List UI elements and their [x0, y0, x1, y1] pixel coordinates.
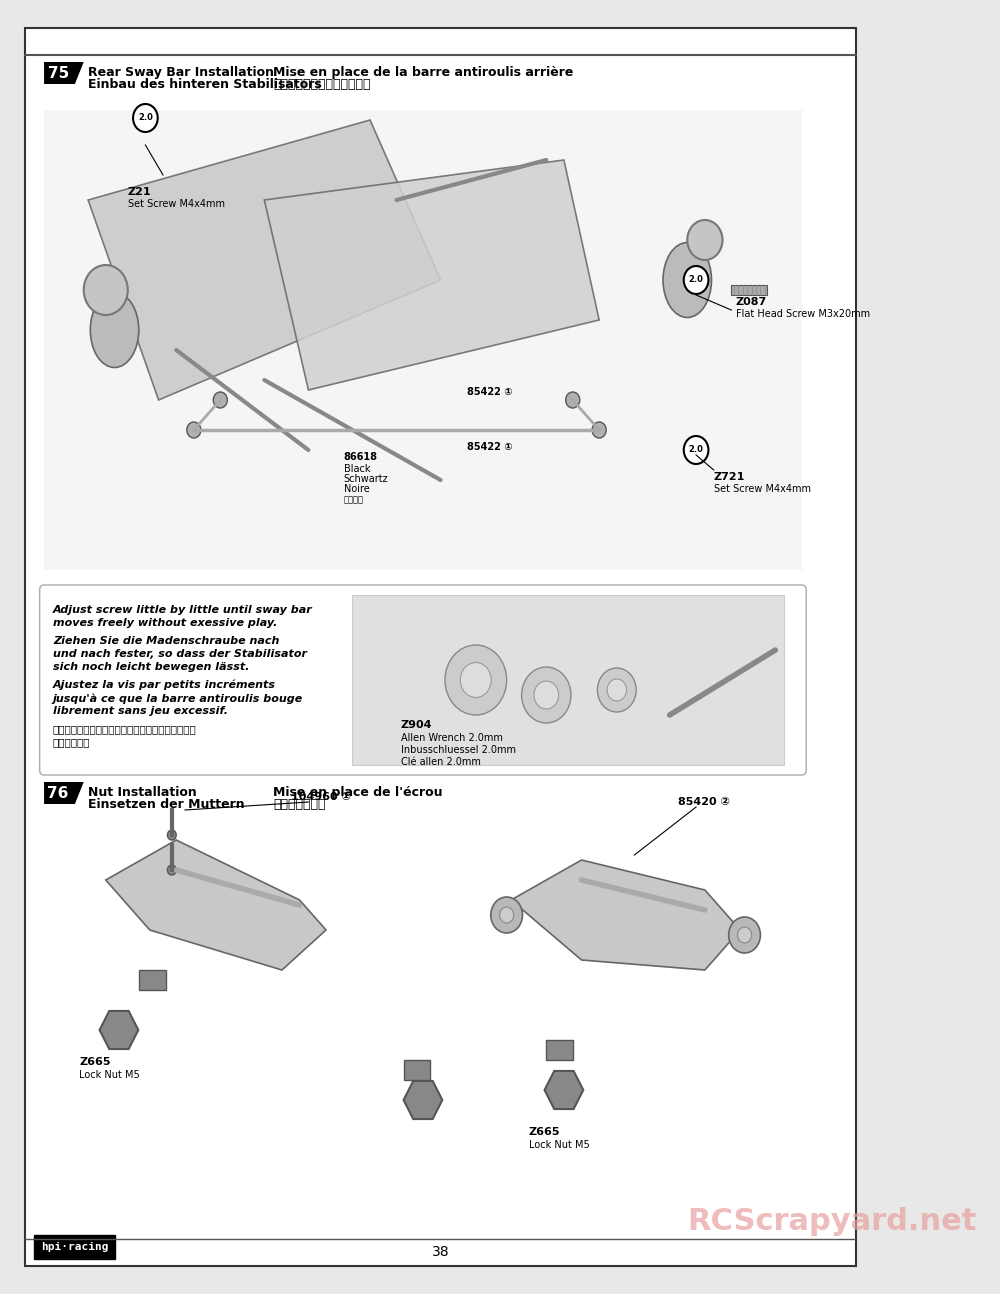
Text: Rear Sway Bar Installation: Rear Sway Bar Installation: [88, 66, 274, 79]
Text: ナットの取付け: ナットの取付け: [273, 798, 326, 811]
Circle shape: [522, 666, 571, 723]
Text: 76: 76: [47, 785, 69, 801]
Polygon shape: [264, 160, 599, 389]
FancyBboxPatch shape: [40, 585, 806, 775]
Circle shape: [460, 663, 491, 697]
Polygon shape: [106, 840, 326, 970]
Circle shape: [133, 104, 158, 132]
Text: Nut Installation: Nut Installation: [88, 785, 197, 798]
Circle shape: [187, 422, 201, 437]
Text: 2.0: 2.0: [689, 445, 704, 454]
Text: Set Screw M4x4mm: Set Screw M4x4mm: [714, 484, 811, 494]
Circle shape: [684, 267, 708, 294]
Text: Black: Black: [344, 465, 370, 474]
Circle shape: [445, 644, 507, 716]
Circle shape: [592, 422, 606, 437]
Text: Flat Head Screw M3x20mm: Flat Head Screw M3x20mm: [736, 309, 870, 320]
FancyBboxPatch shape: [25, 28, 856, 1266]
Polygon shape: [44, 782, 84, 804]
Text: 104960 ①: 104960 ①: [291, 792, 351, 802]
Text: 85420 ②: 85420 ②: [678, 797, 730, 807]
Text: Lock Nut M5: Lock Nut M5: [79, 1070, 140, 1080]
Text: 調整します。: 調整します。: [53, 738, 90, 747]
Circle shape: [597, 668, 636, 712]
FancyBboxPatch shape: [44, 110, 802, 569]
Polygon shape: [100, 1011, 138, 1049]
Text: und nach fester, so dass der Stabilisator: und nach fester, so dass der Stabilisato…: [53, 650, 307, 659]
Text: Adjust screw little by little until sway bar: Adjust screw little by little until sway…: [53, 606, 313, 615]
Circle shape: [84, 265, 128, 314]
FancyBboxPatch shape: [34, 1234, 115, 1259]
Circle shape: [738, 927, 752, 943]
Text: Schwartz: Schwartz: [344, 474, 388, 484]
Text: Z721: Z721: [714, 472, 745, 481]
FancyBboxPatch shape: [139, 970, 166, 990]
Polygon shape: [731, 285, 767, 295]
Text: Noire: Noire: [344, 484, 369, 494]
Text: Z904: Z904: [401, 719, 432, 730]
Circle shape: [167, 864, 176, 875]
Ellipse shape: [90, 292, 139, 367]
Text: 85422 ①: 85422 ①: [467, 387, 512, 397]
Text: jusqu'à ce que la barre antiroulis bouge: jusqu'à ce que la barre antiroulis bouge: [53, 694, 303, 704]
Text: Z087: Z087: [736, 298, 767, 307]
Text: 38: 38: [432, 1245, 449, 1259]
Circle shape: [607, 679, 626, 701]
Circle shape: [500, 907, 514, 923]
Text: リアスタビライザーの取付け: リアスタビライザーの取付け: [273, 78, 371, 91]
Text: Einsetzen der Muttern: Einsetzen der Muttern: [88, 798, 245, 811]
Polygon shape: [404, 1080, 442, 1119]
Text: moves freely without exessive play.: moves freely without exessive play.: [53, 619, 277, 628]
Text: hpi·racing: hpi·racing: [41, 1242, 109, 1253]
Text: 75: 75: [48, 66, 69, 80]
Text: Z665: Z665: [529, 1127, 560, 1137]
Text: Lock Nut M5: Lock Nut M5: [529, 1140, 589, 1150]
Circle shape: [167, 829, 176, 840]
Text: 2.0: 2.0: [689, 276, 704, 285]
Text: Ziehen Sie die Madenschraube nach: Ziehen Sie die Madenschraube nach: [53, 635, 279, 646]
Polygon shape: [88, 120, 441, 400]
Circle shape: [729, 917, 760, 952]
Text: Mise en place de la barre antiroulis arrière: Mise en place de la barre antiroulis arr…: [273, 66, 574, 79]
FancyBboxPatch shape: [404, 1060, 430, 1080]
Text: librement sans jeu excessif.: librement sans jeu excessif.: [53, 707, 228, 716]
FancyBboxPatch shape: [352, 595, 784, 765]
Circle shape: [687, 220, 723, 260]
Polygon shape: [44, 62, 84, 84]
Polygon shape: [545, 1071, 583, 1109]
Text: 86618: 86618: [344, 452, 378, 462]
Circle shape: [491, 897, 523, 933]
Text: sich noch leicht bewegen lässt.: sich noch leicht bewegen lässt.: [53, 663, 249, 672]
Polygon shape: [511, 861, 740, 970]
Text: ブラック: ブラック: [344, 496, 364, 503]
Text: 85422 ①: 85422 ①: [467, 443, 512, 452]
Text: Z21: Z21: [128, 188, 151, 197]
Circle shape: [684, 436, 708, 465]
Text: Clé allen 2.0mm: Clé allen 2.0mm: [401, 757, 481, 767]
Text: Mise en place de l'écrou: Mise en place de l'écrou: [273, 785, 443, 798]
Circle shape: [534, 681, 559, 709]
Text: スタビライザーが軽く動くようにネジの締め込みを: スタビライザーが軽く動くようにネジの締め込みを: [53, 725, 197, 734]
Text: RCScrapyard.net: RCScrapyard.net: [687, 1207, 977, 1236]
Ellipse shape: [663, 242, 712, 317]
Text: Einbau des hinteren Stabilisators: Einbau des hinteren Stabilisators: [88, 78, 322, 91]
Text: Allen Wrench 2.0mm: Allen Wrench 2.0mm: [401, 732, 503, 743]
Text: Ajustez la vis par petits incréments: Ajustez la vis par petits incréments: [53, 681, 276, 691]
Text: Z665: Z665: [79, 1057, 111, 1068]
Text: Inbusschluessel 2.0mm: Inbusschluessel 2.0mm: [401, 745, 516, 754]
Text: 2.0: 2.0: [138, 114, 153, 123]
Circle shape: [566, 392, 580, 408]
Text: Set Screw M4x4mm: Set Screw M4x4mm: [128, 199, 225, 210]
Circle shape: [213, 392, 227, 408]
FancyBboxPatch shape: [546, 1040, 573, 1060]
